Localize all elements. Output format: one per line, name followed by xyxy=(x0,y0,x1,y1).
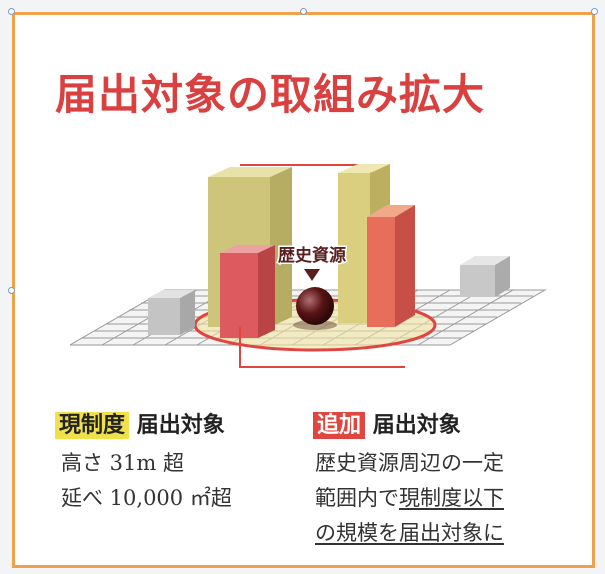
selection-handle-top-left[interactable] xyxy=(8,8,15,15)
historic-resource-label: 歴史資源 xyxy=(278,245,346,266)
additional-heading-text: 届出対象 xyxy=(372,413,461,438)
building-diagram: 歴史資源 xyxy=(70,164,547,368)
existing-target-heading: 現制度 届出対象 xyxy=(55,407,225,439)
down-arrow-icon xyxy=(304,269,320,281)
height-criterion: 高さ 31m 超 xyxy=(61,451,184,475)
additional-line-2: 範囲内で現制度以下 xyxy=(315,482,504,512)
selection-handle-middle-left[interactable] xyxy=(8,287,15,294)
slide-title: 届出対象の取組み拡大 xyxy=(55,70,486,119)
selection-handle-top-center[interactable] xyxy=(300,8,307,15)
additional-badge: 追加 xyxy=(313,412,366,439)
selection-handle-top-right[interactable] xyxy=(591,8,598,15)
new-building-right xyxy=(367,205,415,327)
additional-line-1: 歴史資源周辺の一定 xyxy=(315,451,504,475)
additional-line-2-prefix: 範囲内で xyxy=(315,486,399,510)
slide-frame: 届出対象の取組み拡大 xyxy=(12,12,595,568)
existing-badge: 現制度 xyxy=(55,412,130,439)
additional-line-2-underlined: 現制度以下 xyxy=(399,486,504,510)
historic-resource-sphere xyxy=(296,287,334,325)
additional-line-3: の規模を届出対象に xyxy=(315,521,504,545)
additional-target-heading: 追加 届出対象 xyxy=(313,407,461,439)
small-building-left xyxy=(148,290,195,335)
existing-heading-text: 届出対象 xyxy=(136,413,225,438)
new-building-left xyxy=(220,245,275,338)
floor-area-criterion: 延べ 10,000 ㎡超 xyxy=(61,486,232,510)
boundary-outline-front xyxy=(239,327,405,368)
small-building-right xyxy=(460,256,510,297)
